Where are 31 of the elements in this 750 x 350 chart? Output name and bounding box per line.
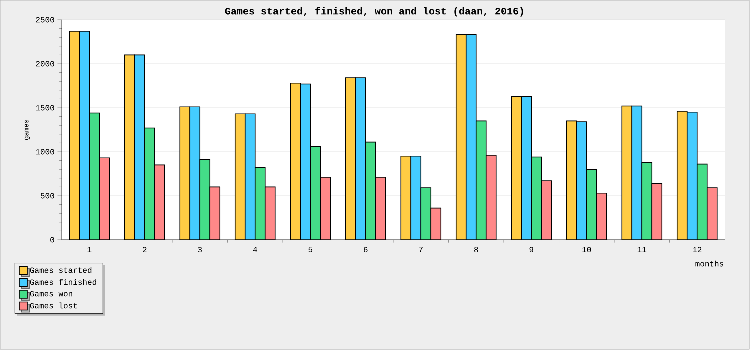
bar <box>466 34 477 240</box>
x-tick-label: 6 <box>364 247 368 253</box>
legend-label: Games finished <box>30 279 96 286</box>
x-tick-label: 12 <box>693 247 702 252</box>
bar <box>69 31 80 240</box>
x-tick-label: 5 <box>308 247 313 252</box>
y-tick-label: 500 <box>40 193 54 199</box>
y-tick-label: 2500 <box>36 17 54 23</box>
x-tick-label: 7 <box>419 247 423 252</box>
x-tick-label: 4 <box>253 247 258 252</box>
bar <box>124 54 136 240</box>
x-tick-label: 9 <box>530 247 534 253</box>
y-tick-label: 1000 <box>36 149 54 155</box>
x-tick-label: 11 <box>638 247 647 252</box>
bar <box>79 31 90 240</box>
y-tick-label: 2000 <box>36 61 54 67</box>
y-tick-label: 0 <box>50 237 54 243</box>
legend-label: Games won <box>30 291 72 297</box>
x-tick-label: 3 <box>198 247 202 253</box>
bar <box>456 34 467 240</box>
x-axis-title: months <box>696 260 724 267</box>
y-tick-label: 1500 <box>36 105 54 111</box>
bar <box>300 84 312 240</box>
x-tick-label: 2 <box>143 247 147 252</box>
legend-label: Games started <box>30 267 92 274</box>
bar <box>134 54 146 240</box>
x-tick-label: 1 <box>88 247 92 252</box>
x-tick-label: 10 <box>582 247 592 253</box>
chart-title: Games started, finished, won and lost (daan, 2016) <box>225 7 524 17</box>
x-tick-label: 8 <box>474 247 478 253</box>
legend-label: Games lost <box>30 302 78 309</box>
